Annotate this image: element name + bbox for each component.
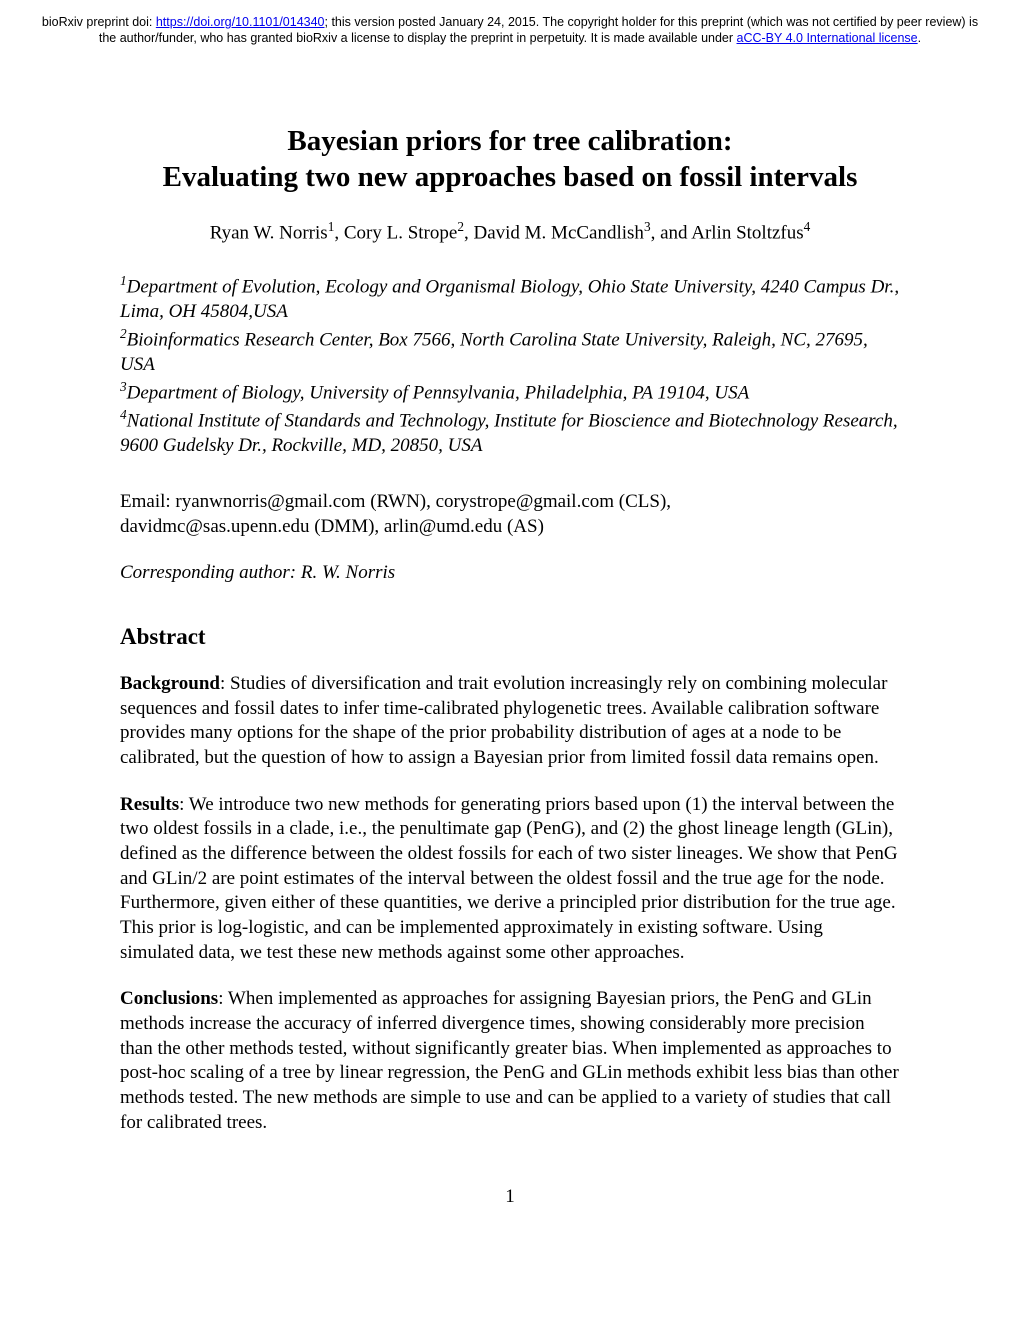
author-2: Cory L. Strope (344, 222, 457, 243)
author-1: Ryan W. Norris (210, 222, 328, 243)
corresponding-author: Corresponding author: R. W. Norris (120, 562, 900, 584)
author-3-sup: 3 (644, 219, 651, 234)
aff-sup-4: 4 (120, 407, 127, 422)
affiliations-block: 1Department of Evolution, Ecology and Or… (120, 272, 900, 458)
results-label: Results (120, 794, 179, 815)
paper-title: Bayesian priors for tree calibration: Ev… (120, 123, 900, 196)
author-sep-3: , and (651, 222, 692, 243)
conclusions-label: Conclusions (120, 988, 218, 1009)
author-2-sup: 2 (457, 219, 464, 234)
preprint-prefix: bioRxiv preprint doi: (42, 15, 156, 29)
aff-text-4: National Institute of Standards and Tech… (120, 410, 898, 456)
background-text: : Studies of diversification and trait e… (120, 673, 887, 768)
preprint-period: . (918, 31, 921, 45)
author-3: David M. McCandlish (473, 222, 643, 243)
abstract-conclusions: Conclusions: When implemented as approac… (120, 987, 900, 1135)
page-number: 1 (120, 1186, 900, 1208)
author-4-sup: 4 (804, 219, 811, 234)
abstract-heading: Abstract (120, 624, 900, 650)
results-text: : We introduce two new methods for gener… (120, 794, 898, 963)
aff-text-1: Department of Evolution, Ecology and Org… (120, 277, 899, 323)
aff-sup-2: 2 (120, 326, 127, 341)
preprint-banner: bioRxiv preprint doi: https://doi.org/10… (0, 0, 1020, 53)
aff-text-2: Bioinformatics Research Center, Box 7566… (120, 329, 868, 375)
license-link[interactable]: aCC-BY 4.0 International license (737, 31, 918, 45)
author-4: Arlin Stoltzfus (691, 222, 803, 243)
title-line-1: Bayesian priors for tree calibration: (287, 125, 732, 157)
doi-link[interactable]: https://doi.org/10.1101/014340 (156, 15, 325, 29)
author-sep-1: , (334, 222, 344, 243)
aff-sup-3: 3 (120, 379, 127, 394)
emails-line-1: Email: ryanwnorris@gmail.com (RWN), cory… (120, 491, 671, 512)
aff-sup-1: 1 (120, 273, 127, 288)
page-content: Bayesian priors for tree calibration: Ev… (0, 53, 1020, 1238)
authors-line: Ryan W. Norris1, Cory L. Strope2, David … (120, 219, 900, 244)
emails-block: Email: ryanwnorris@gmail.com (RWN), cory… (120, 490, 900, 539)
title-line-2: Evaluating two new approaches based on f… (163, 161, 858, 193)
conclusions-text: : When implemented as approaches for ass… (120, 988, 899, 1132)
background-label: Background (120, 673, 220, 694)
aff-text-3: Department of Biology, University of Pen… (127, 382, 750, 403)
abstract-results: Results: We introduce two new methods fo… (120, 793, 900, 966)
abstract-background: Background: Studies of diversification a… (120, 672, 900, 771)
emails-line-2: davidmc@sas.upenn.edu (DMM), arlin@umd.e… (120, 516, 544, 537)
